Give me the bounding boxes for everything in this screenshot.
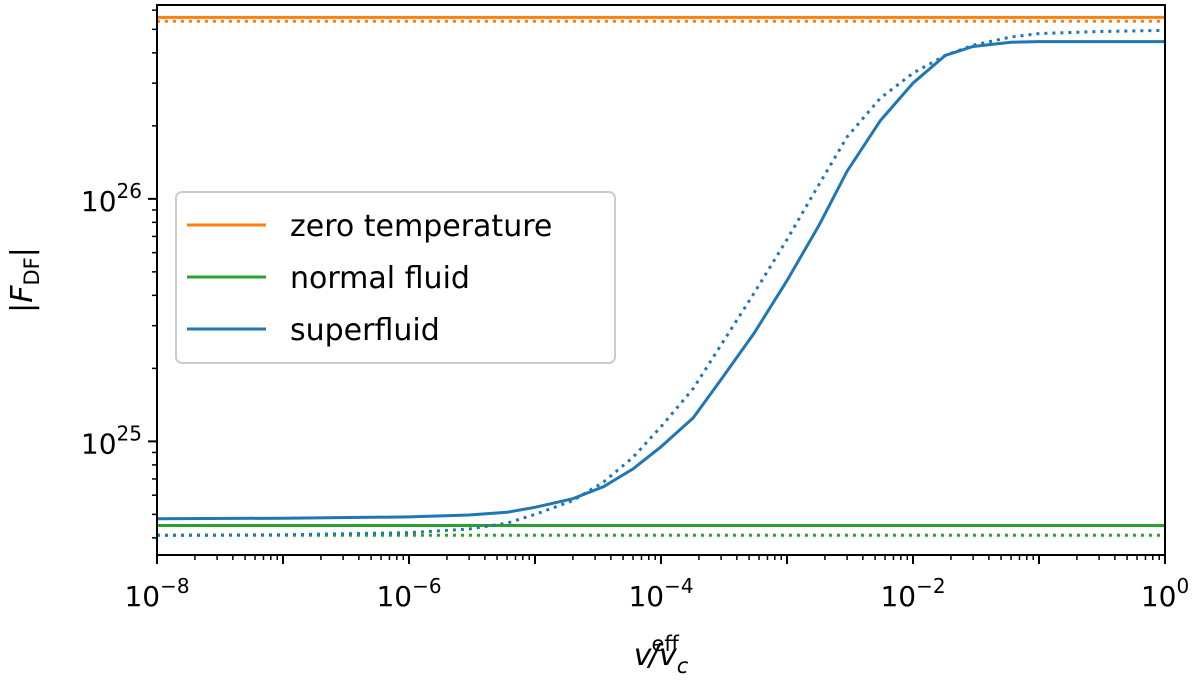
x-tick-labels: 10−8 10−6 10−4 10−2 100 (124, 574, 1189, 613)
y-axis-label: |FDF| (5, 247, 44, 313)
series-superfluid-dotted (156, 28, 1166, 537)
legend-box (175, 191, 616, 364)
legend: zero temperature normal fluid superfluid (175, 191, 616, 364)
x-tick-label: 100 (1141, 574, 1189, 613)
plot-lines (156, 15, 1166, 537)
x-tick-label: 10−4 (628, 574, 693, 613)
x-tick-label: 10−6 (376, 574, 441, 613)
x-axis-label: veff/vc (634, 632, 689, 678)
legend-label-superfluid: superfluid (290, 313, 440, 348)
x-tick-label: 10−8 (124, 574, 189, 613)
legend-label-zero-temperature: zero temperature (290, 209, 552, 244)
legend-label-normal-fluid: normal fluid (290, 261, 470, 296)
x-tick-label: 10−2 (880, 574, 945, 613)
y-tick-labels: 1025 1026 (81, 179, 142, 461)
y-tick-label: 1025 (81, 421, 142, 460)
axis-ticks (148, 9, 1166, 564)
series-superfluid (156, 40, 1165, 521)
y-tick-label: 1026 (81, 179, 142, 218)
